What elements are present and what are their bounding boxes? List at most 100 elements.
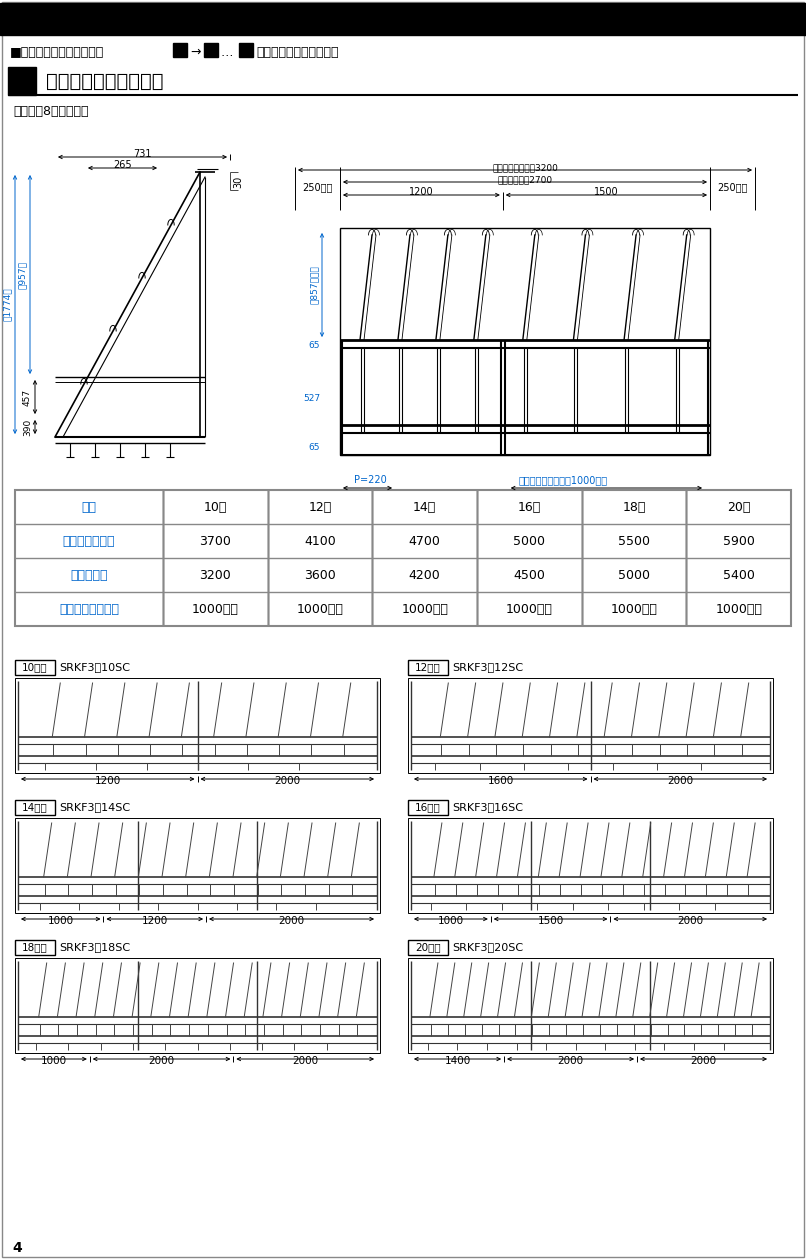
Text: 5400: 5400 — [723, 569, 754, 582]
Text: 16台用: 16台用 — [415, 802, 441, 812]
Text: 1400: 1400 — [444, 1056, 471, 1066]
Text: （857以上）: （857以上） — [310, 266, 319, 305]
Text: 2000: 2000 — [677, 917, 704, 927]
Text: 250以上: 250以上 — [717, 183, 748, 193]
Text: 4: 4 — [12, 1241, 22, 1255]
Text: 2000: 2000 — [558, 1056, 584, 1066]
Bar — [0, 3, 806, 35]
Text: 1000以上: 1000以上 — [297, 603, 343, 616]
Text: 2000: 2000 — [292, 1056, 318, 1066]
Bar — [408, 679, 773, 773]
Text: 10台: 10台 — [204, 501, 227, 514]
Text: 3700: 3700 — [199, 535, 231, 548]
Bar — [408, 940, 448, 956]
Text: SRKF3－16SC: SRKF3－16SC — [452, 802, 523, 812]
Text: 1200: 1200 — [94, 776, 121, 786]
Text: ）に作業してください。: ）に作業してください。 — [256, 45, 339, 58]
Text: SRKF3－20SC: SRKF3－20SC — [452, 943, 523, 953]
Bar — [408, 818, 773, 913]
Text: 65: 65 — [309, 340, 320, 350]
Text: 1600: 1600 — [488, 776, 514, 786]
Text: スライドスペース: スライドスペース — [59, 603, 119, 616]
Bar — [204, 43, 218, 57]
Bar — [15, 818, 380, 913]
Text: 1000以上: 1000以上 — [611, 603, 658, 616]
Text: 1000以上: 1000以上 — [401, 603, 448, 616]
Text: SRKF3－12SC: SRKF3－12SC — [452, 662, 523, 672]
Text: 731: 731 — [133, 149, 152, 159]
Text: 16台: 16台 — [517, 501, 541, 514]
Text: 台数: 台数 — [81, 501, 97, 514]
Bar — [239, 43, 253, 57]
Text: 20台用: 20台用 — [415, 943, 441, 953]
Text: 5900: 5900 — [723, 535, 754, 548]
Text: 1000以上: 1000以上 — [506, 603, 553, 616]
Text: 4100: 4100 — [304, 535, 336, 548]
Text: SRKF3－18SC: SRKF3－18SC — [59, 943, 130, 953]
Bar — [408, 660, 448, 675]
Text: （1774）: （1774） — [3, 288, 12, 321]
Text: 5: 5 — [242, 47, 250, 57]
Text: 推奨敷地必要幅: 推奨敷地必要幅 — [63, 535, 115, 548]
Text: 1000: 1000 — [48, 917, 74, 927]
Text: 1: 1 — [15, 71, 30, 91]
Text: 14台用: 14台用 — [22, 802, 48, 812]
Text: 18台用: 18台用 — [22, 943, 48, 953]
Bar — [15, 490, 791, 626]
Text: 1200: 1200 — [409, 188, 434, 196]
Text: 1200: 1200 — [142, 917, 168, 927]
Text: 2000: 2000 — [278, 917, 305, 927]
Text: 1000以上: 1000以上 — [715, 603, 762, 616]
Text: 1000以上: 1000以上 — [192, 603, 239, 616]
Text: 1: 1 — [177, 47, 184, 57]
Text: 390: 390 — [23, 418, 32, 436]
Text: 4700: 4700 — [409, 535, 441, 548]
Text: 2000: 2000 — [148, 1056, 175, 1066]
Text: 250以上: 250以上 — [302, 183, 333, 193]
Text: 527: 527 — [303, 394, 320, 403]
Bar — [15, 679, 380, 773]
Bar — [340, 228, 710, 454]
Text: 1500: 1500 — [594, 188, 619, 196]
Text: P=220: P=220 — [354, 475, 386, 485]
Text: 2: 2 — [207, 47, 215, 57]
Text: （957）: （957） — [18, 261, 27, 288]
Text: 265: 265 — [113, 160, 132, 170]
Text: ■施工は、下図の番号順（: ■施工は、下図の番号順（ — [10, 45, 104, 58]
Text: 12台用: 12台用 — [415, 662, 441, 672]
Text: 457: 457 — [23, 389, 32, 405]
Text: …: … — [221, 45, 234, 58]
Text: レール全幅＝2700: レール全幅＝2700 — [497, 175, 553, 184]
Text: レール・ラック配置図: レール・ラック配置図 — [46, 72, 164, 91]
Text: 1500: 1500 — [538, 917, 563, 927]
Text: 65: 65 — [309, 442, 320, 452]
Text: 14台: 14台 — [413, 501, 436, 514]
Text: 5500: 5500 — [618, 535, 650, 548]
Text: 本図は、8台用です。: 本図は、8台用です。 — [13, 104, 89, 117]
Bar — [8, 67, 36, 94]
Text: 30: 30 — [233, 176, 243, 188]
Bar — [408, 958, 773, 1053]
Bar — [15, 958, 380, 1053]
Text: →: → — [190, 45, 201, 58]
Text: 18台: 18台 — [622, 501, 646, 514]
Bar — [15, 799, 55, 815]
Text: 4500: 4500 — [513, 569, 546, 582]
Text: スライドスペース＝1000以上: スライドスペース＝1000以上 — [518, 475, 608, 485]
Text: 施工の手順: 施工の手順 — [374, 10, 432, 29]
Text: 推奨敷地必要幅＝3200: 推奨敷地必要幅＝3200 — [492, 162, 558, 172]
Text: 5000: 5000 — [618, 569, 650, 582]
Text: 2000: 2000 — [691, 1056, 717, 1066]
Text: 2000: 2000 — [667, 776, 693, 786]
Text: 2000: 2000 — [274, 776, 301, 786]
Bar — [408, 799, 448, 815]
Bar — [173, 43, 187, 57]
Text: 1000: 1000 — [438, 917, 464, 927]
Text: 4200: 4200 — [409, 569, 441, 582]
Text: SRKF3－14SC: SRKF3－14SC — [59, 802, 130, 812]
Text: SRKF3－10SC: SRKF3－10SC — [59, 662, 130, 672]
Text: 5000: 5000 — [513, 535, 546, 548]
Text: 12台: 12台 — [309, 501, 331, 514]
Bar — [15, 940, 55, 956]
Text: 3200: 3200 — [199, 569, 231, 582]
